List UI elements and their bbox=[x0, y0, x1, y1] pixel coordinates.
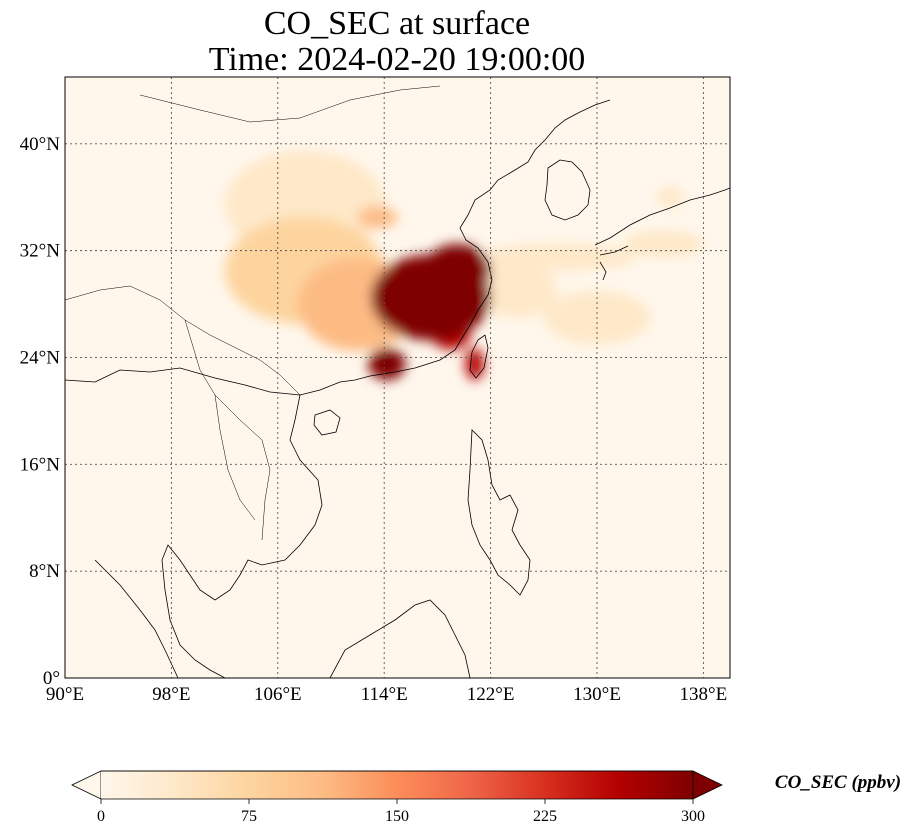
taiwan-coastline bbox=[469, 334, 489, 379]
lon-tick-label: 138°E bbox=[680, 684, 728, 705]
map-panel bbox=[64, 76, 731, 679]
philippines-coastline bbox=[467, 429, 531, 596]
colorbar-body bbox=[101, 771, 693, 799]
lat-tick-label: 32°N bbox=[20, 241, 61, 262]
colorbar-label: CO_SEC (ppbv) bbox=[775, 772, 901, 793]
concentration-plume bbox=[465, 348, 484, 381]
colorbar-under-arrow bbox=[71, 770, 102, 800]
map-background bbox=[65, 77, 730, 678]
lat-tick-label: 0° bbox=[43, 668, 60, 689]
colorbar-ticks: 0 75 150 225 300 bbox=[97, 799, 705, 825]
lat-tick-label: 40°N bbox=[20, 134, 61, 155]
map-subtitle: Time: 2024-02-20 19:00:00 bbox=[209, 41, 586, 78]
coastlines bbox=[65, 85, 730, 678]
longitude-axis: 90°E 98°E 106°E 114°E 122°E 130°E 138°E bbox=[46, 684, 727, 705]
concentration-plume bbox=[424, 243, 491, 298]
indochina-coastline bbox=[161, 394, 323, 678]
sumatra-coastline bbox=[94, 559, 179, 678]
hainan-coastline bbox=[313, 409, 341, 436]
colorbar-tick-label: 75 bbox=[241, 808, 257, 825]
concentration-plume bbox=[477, 263, 558, 318]
concentration-field bbox=[224, 150, 704, 381]
map-title: CO_SEC at surface bbox=[264, 5, 530, 42]
borneo-coastline bbox=[329, 599, 471, 678]
concentration-plume bbox=[357, 206, 398, 228]
national-borders bbox=[65, 85, 441, 541]
japan-coastline bbox=[594, 187, 730, 281]
lon-tick-label: 90°E bbox=[46, 684, 84, 705]
map-frame bbox=[64, 76, 731, 679]
lon-tick-label: 114°E bbox=[361, 684, 408, 705]
lon-tick-label: 98°E bbox=[152, 684, 190, 705]
colorbar: 0 75 150 225 300 CO_SEC (ppbv) bbox=[71, 770, 901, 825]
lon-tick-label: 122°E bbox=[467, 684, 515, 705]
latitude-axis: 0° 8°N 16°N 24°N 32°N 40°N bbox=[20, 134, 61, 689]
lat-tick-label: 16°N bbox=[20, 454, 61, 475]
concentration-plume bbox=[623, 230, 704, 258]
colorbar-tick-label: 0 bbox=[97, 808, 105, 825]
lat-tick-label: 8°N bbox=[29, 561, 60, 582]
china-coastline bbox=[65, 99, 611, 396]
colorbar-tick-label: 300 bbox=[681, 808, 705, 825]
colorbar-over-arrow bbox=[692, 770, 723, 800]
lon-tick-label: 106°E bbox=[254, 684, 302, 705]
colorbar-tick-label: 225 bbox=[533, 808, 557, 825]
lon-tick-label: 130°E bbox=[573, 684, 621, 705]
lat-tick-label: 24°N bbox=[20, 347, 61, 368]
colorbar-tick-label: 150 bbox=[385, 808, 409, 825]
korea-coastline bbox=[544, 159, 591, 221]
concentration-plume bbox=[656, 186, 684, 208]
